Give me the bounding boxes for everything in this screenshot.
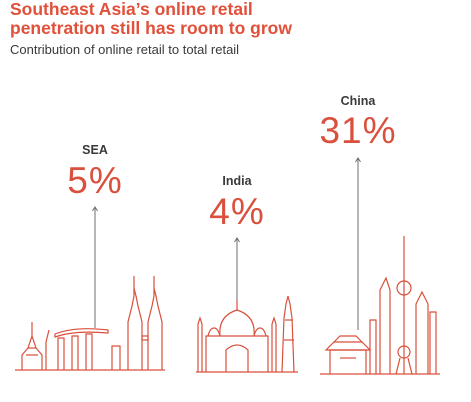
china-skyline-icon — [320, 236, 440, 375]
title-line-2: penetration still has room to grow — [10, 18, 292, 38]
value-stem-tip-india — [234, 237, 240, 243]
value-label-sea: 5% — [67, 160, 123, 201]
value-stems — [92, 157, 361, 330]
value-label-india: 4% — [209, 191, 265, 232]
chart-title: Southeast Asia’s online retail penetrati… — [10, 0, 465, 38]
value-stem-tip-china — [355, 157, 361, 163]
value-label-china: 31% — [319, 110, 397, 151]
value-stem-tip-sea — [92, 206, 98, 212]
title-line-1: Southeast Asia’s online retail — [10, 0, 253, 19]
india-taj-mahal-icon — [196, 295, 298, 373]
chart-subtitle: Contribution of online retail to total r… — [10, 42, 240, 57]
category-label-sea: SEA — [82, 143, 108, 157]
category-label-india: India — [222, 174, 252, 188]
sea-skyline-icon — [15, 276, 165, 371]
category-label-china: China — [340, 94, 376, 108]
